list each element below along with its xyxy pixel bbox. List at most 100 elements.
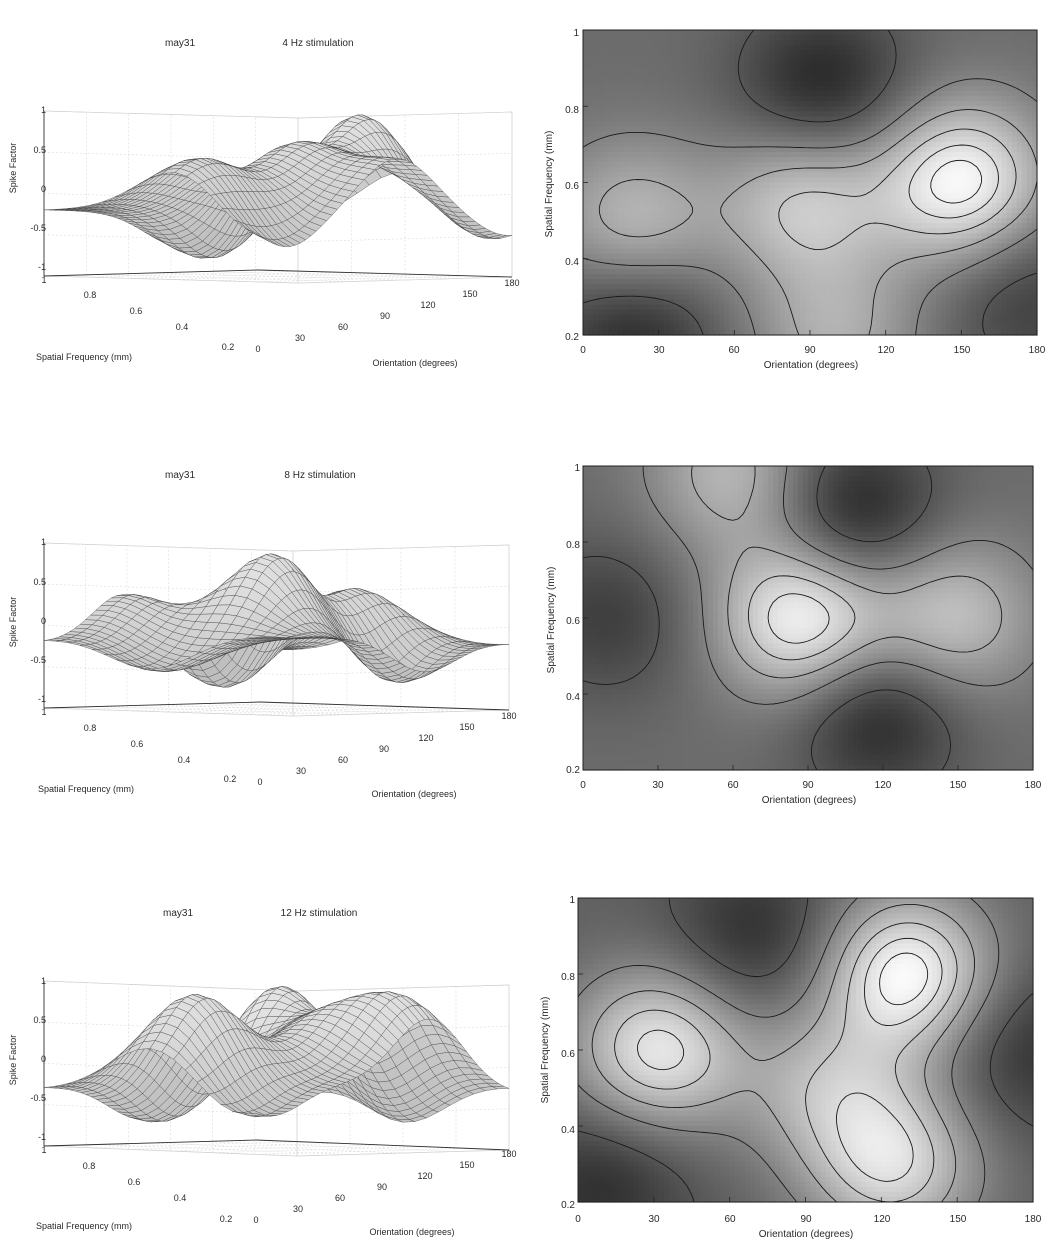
heatmap-cell <box>598 35 604 41</box>
heatmap-cell <box>997 55 1003 61</box>
heatmap-cell <box>613 45 619 51</box>
heatmap-cell <box>790 45 796 51</box>
heatmap-cell <box>906 35 912 41</box>
heatmap-cell <box>916 35 922 41</box>
heatmap-cell <box>951 55 957 61</box>
heatmap-cell <box>921 61 927 67</box>
heatmap-cell <box>644 61 650 67</box>
heatmap-cell <box>941 35 947 41</box>
heatmap-cell <box>810 55 816 61</box>
heatmap-cell <box>744 55 750 61</box>
heatmap-cell <box>1017 55 1023 61</box>
heatmap-cell <box>679 71 685 77</box>
heatmap-cell <box>815 55 821 61</box>
heatmap-cell <box>704 35 710 41</box>
heatmap-cell <box>608 45 614 51</box>
heatmap-cell <box>664 81 670 87</box>
heatmap-cell <box>855 76 861 82</box>
heatmap-cell <box>654 40 660 46</box>
heatmap-cell <box>860 81 866 87</box>
heatmap-cell <box>679 40 685 46</box>
heatmap-cell <box>1012 30 1018 36</box>
heatmap-cell <box>593 55 599 61</box>
surface-sfticks: 1 0.8 0.6 0.4 0.2 <box>41 275 234 352</box>
heatmap-cell <box>785 35 791 41</box>
heatmap-cell <box>810 86 816 92</box>
heatmap-cell <box>749 71 755 77</box>
heatmap-cell <box>603 66 609 72</box>
heatmap-cell <box>684 71 690 77</box>
surface-xlabel: Spatial Frequency (mm) <box>36 352 132 362</box>
surface-zlabel: Spike Factor <box>8 143 18 194</box>
heatmap-cell <box>921 30 927 36</box>
heatmap-cell <box>719 86 725 92</box>
surface-plot-4hz: may31 4 Hz stimulationSpike FactorSpatial… <box>8 38 520 368</box>
heatmap-cell <box>825 76 831 82</box>
heatmap-cell <box>588 81 594 87</box>
heatmap-cell <box>997 71 1003 77</box>
heatmap-cell <box>966 81 972 87</box>
heatmap-cell <box>815 45 821 51</box>
heatmap-cell <box>603 40 609 46</box>
heatmap-cell <box>855 45 861 51</box>
heatmap-cell <box>638 30 644 36</box>
heatmap-cell <box>881 81 887 87</box>
heatmap-cell <box>628 35 634 41</box>
heatmap-cell <box>633 45 639 51</box>
heatmap-cell <box>982 50 988 56</box>
heatmap-cell <box>760 81 766 87</box>
heatmap-cell <box>795 30 801 36</box>
heatmap-cell <box>765 71 771 77</box>
heatmap-cell <box>961 81 967 87</box>
heatmap-cell <box>623 50 629 56</box>
heatmap-cell <box>956 45 962 51</box>
heatmap-cell <box>765 76 771 82</box>
heatmap-cell <box>835 61 841 67</box>
heatmap-cell <box>901 55 907 61</box>
heatmap-cell <box>679 50 685 56</box>
heatmap-cell <box>800 30 806 36</box>
heatmap-cell <box>1017 40 1023 46</box>
heatmap-cell <box>1007 45 1013 51</box>
heatmap-cell <box>765 81 771 87</box>
heatmap-cell <box>679 86 685 92</box>
heatmap-cell <box>865 30 871 36</box>
heatmap-cell <box>704 76 710 82</box>
heatmap-cell <box>941 45 947 51</box>
heatmap-cell <box>956 35 962 41</box>
heatmap-cell <box>664 40 670 46</box>
heatmap-cell <box>618 45 624 51</box>
heatmap-cell <box>845 45 851 51</box>
heatmap-cell <box>805 61 811 67</box>
heatmap-cell <box>583 66 589 72</box>
heatmap-cell <box>669 45 675 51</box>
heatmap-cell <box>719 55 725 61</box>
heatmap-cell <box>886 61 892 67</box>
heatmap-cell <box>780 66 786 72</box>
heatmap-cell <box>966 71 972 77</box>
ztick: 0 <box>41 184 46 194</box>
surface-ylabel: Orientation (degrees) <box>372 358 457 368</box>
heatmap-cell <box>1017 30 1023 36</box>
heatmap-cell <box>689 55 695 61</box>
heatmap-cell <box>911 61 917 67</box>
heatmap-cell <box>583 86 589 92</box>
heatmap-cell <box>709 40 715 46</box>
heatmap-cell <box>1022 50 1028 56</box>
heatmap-cell <box>936 76 942 82</box>
heatmap-cell <box>865 66 871 72</box>
heatmap-cell <box>891 30 897 36</box>
heatmap-cell <box>694 76 700 82</box>
heatmap-cell <box>654 55 660 61</box>
heatmap-cell <box>664 71 670 77</box>
heatmap-cell <box>961 55 967 61</box>
heatmap-cell <box>997 76 1003 82</box>
heatmap-cell <box>664 30 670 36</box>
heatmap-cell <box>699 30 705 36</box>
heatmap-cell <box>775 35 781 41</box>
heatmap-cell <box>916 71 922 77</box>
heatmap-cell <box>709 86 715 92</box>
heatmap-cell <box>649 86 655 92</box>
heatmap-cell <box>982 61 988 67</box>
heatmap-cell <box>865 40 871 46</box>
